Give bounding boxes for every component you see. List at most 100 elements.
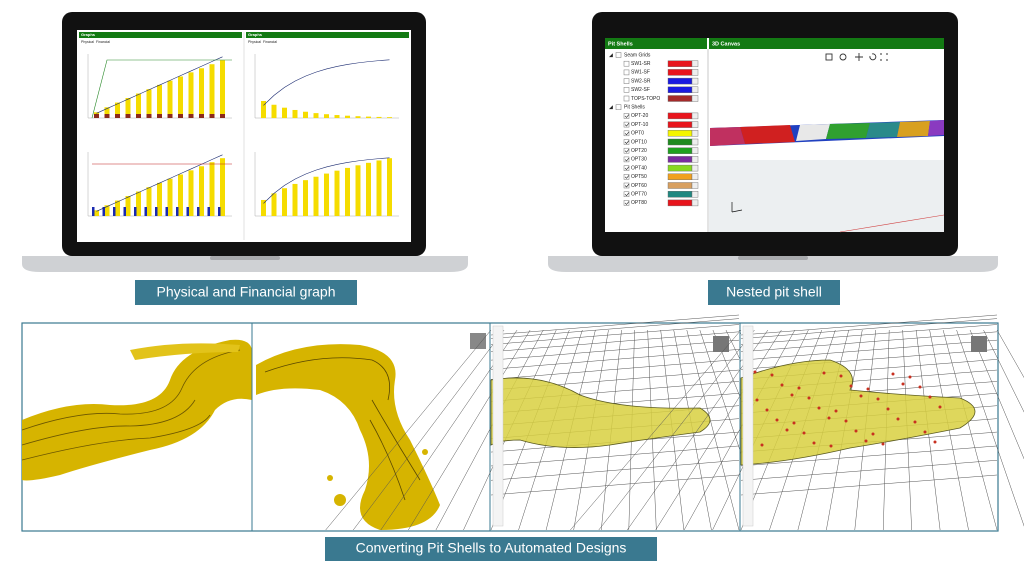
caption-box bbox=[325, 537, 657, 561]
dropdown[interactable] bbox=[691, 86, 699, 94]
dropdown[interactable] bbox=[691, 138, 699, 146]
color-swatch[interactable] bbox=[667, 199, 693, 207]
mini-bar bbox=[136, 191, 141, 216]
dropdown[interactable] bbox=[691, 164, 699, 172]
design-marker bbox=[923, 430, 927, 434]
mini-bar bbox=[261, 101, 266, 118]
check bbox=[624, 175, 630, 179]
caption-box bbox=[135, 280, 357, 305]
checkbox[interactable] bbox=[615, 104, 622, 110]
dropdown[interactable] bbox=[691, 173, 699, 181]
design-marker bbox=[933, 440, 937, 444]
dropdown[interactable] bbox=[691, 156, 699, 163]
dropdown[interactable] bbox=[691, 130, 699, 137]
canvas-toolbar[interactable] bbox=[825, 53, 888, 61]
layer-label: SW1-SF bbox=[631, 70, 650, 76]
color-swatch[interactable] bbox=[667, 112, 693, 120]
checkbox[interactable] bbox=[623, 191, 630, 197]
design-marker bbox=[817, 406, 821, 410]
dropdown[interactable] bbox=[691, 147, 699, 154]
dropdown[interactable] bbox=[691, 77, 699, 85]
color-swatch[interactable] bbox=[667, 121, 693, 128]
dropdown[interactable] bbox=[691, 95, 699, 102]
mini-bar bbox=[220, 60, 225, 118]
toolbar[interactable] bbox=[742, 325, 754, 527]
toolbar[interactable] bbox=[492, 325, 504, 527]
checkbox[interactable] bbox=[623, 174, 630, 180]
checkbox[interactable] bbox=[623, 147, 630, 154]
color-swatch[interactable] bbox=[667, 77, 693, 85]
check bbox=[624, 183, 630, 188]
checkbox[interactable] bbox=[623, 121, 630, 128]
mini-bar bbox=[207, 207, 210, 216]
mini-bar bbox=[102, 207, 105, 216]
checkbox[interactable] bbox=[623, 156, 630, 163]
mini-bar bbox=[303, 111, 308, 118]
color-swatch[interactable] bbox=[667, 86, 693, 94]
checkbox[interactable] bbox=[615, 52, 622, 58]
mini-bar bbox=[115, 200, 120, 216]
checkbox[interactable] bbox=[623, 182, 630, 189]
pit-shell-band bbox=[710, 120, 944, 146]
mini-bar bbox=[157, 114, 162, 118]
dropdown[interactable] bbox=[691, 112, 699, 120]
left-laptop: Graphs Graphs Physical Financial Physica… bbox=[22, 12, 468, 272]
color-swatch[interactable] bbox=[667, 130, 693, 137]
layer-label: TOPS-TOPO bbox=[631, 96, 660, 102]
color-swatch[interactable] bbox=[667, 69, 693, 76]
design-marker bbox=[765, 408, 769, 412]
mini-bar bbox=[292, 183, 298, 216]
checkbox[interactable] bbox=[623, 139, 630, 145]
layer-label: OPT0 bbox=[631, 131, 644, 137]
color-swatch[interactable] bbox=[667, 164, 693, 172]
checkbox[interactable] bbox=[623, 200, 630, 206]
design-marker bbox=[876, 397, 880, 401]
checkbox[interactable] bbox=[623, 130, 630, 137]
color-swatch[interactable] bbox=[667, 156, 693, 163]
dropdown[interactable] bbox=[691, 182, 699, 189]
tab[interactable]: Financial bbox=[263, 40, 277, 44]
tab[interactable]: Physical bbox=[248, 40, 261, 44]
mini-bar bbox=[209, 162, 215, 216]
color-swatch[interactable] bbox=[667, 60, 693, 67]
color-swatch[interactable] bbox=[667, 147, 693, 154]
dropdown[interactable] bbox=[691, 69, 699, 76]
mini-charts bbox=[87, 54, 399, 217]
check bbox=[624, 131, 630, 136]
tab[interactable]: Financial bbox=[96, 40, 110, 44]
mini-bar bbox=[104, 107, 110, 118]
checkbox[interactable] bbox=[623, 78, 630, 84]
mini-bar bbox=[115, 114, 120, 118]
mini-bar bbox=[115, 102, 120, 118]
dropdown[interactable] bbox=[691, 190, 699, 198]
grid-line bbox=[570, 329, 742, 531]
mini-bar bbox=[209, 64, 215, 118]
checkbox[interactable] bbox=[623, 165, 630, 171]
mini-bar bbox=[334, 115, 340, 118]
checkbox[interactable] bbox=[623, 60, 630, 67]
checkbox[interactable] bbox=[623, 95, 630, 102]
color-swatch[interactable] bbox=[667, 190, 693, 198]
color-swatch[interactable] bbox=[667, 95, 693, 102]
mini-bar bbox=[178, 76, 183, 118]
tab[interactable]: Physical bbox=[81, 40, 94, 44]
checkbox[interactable] bbox=[623, 87, 630, 93]
checkbox[interactable] bbox=[623, 113, 630, 119]
design-marker bbox=[822, 371, 826, 375]
dropdown[interactable] bbox=[691, 199, 699, 207]
grid-line bbox=[740, 474, 998, 496]
design-strip bbox=[21, 314, 1024, 532]
color-swatch[interactable] bbox=[667, 173, 693, 181]
mini-bar bbox=[186, 207, 189, 216]
mini-bar bbox=[165, 207, 168, 216]
design-marker bbox=[839, 374, 843, 378]
color-swatch[interactable] bbox=[667, 138, 693, 146]
checkbox[interactable] bbox=[623, 69, 630, 76]
color-swatch[interactable] bbox=[667, 182, 693, 189]
design-marker bbox=[780, 383, 784, 387]
dropdown[interactable] bbox=[691, 121, 699, 128]
mini-bar bbox=[355, 116, 361, 118]
design-marker bbox=[775, 418, 779, 422]
dropdown[interactable] bbox=[691, 60, 699, 67]
mini-bar bbox=[366, 116, 371, 118]
